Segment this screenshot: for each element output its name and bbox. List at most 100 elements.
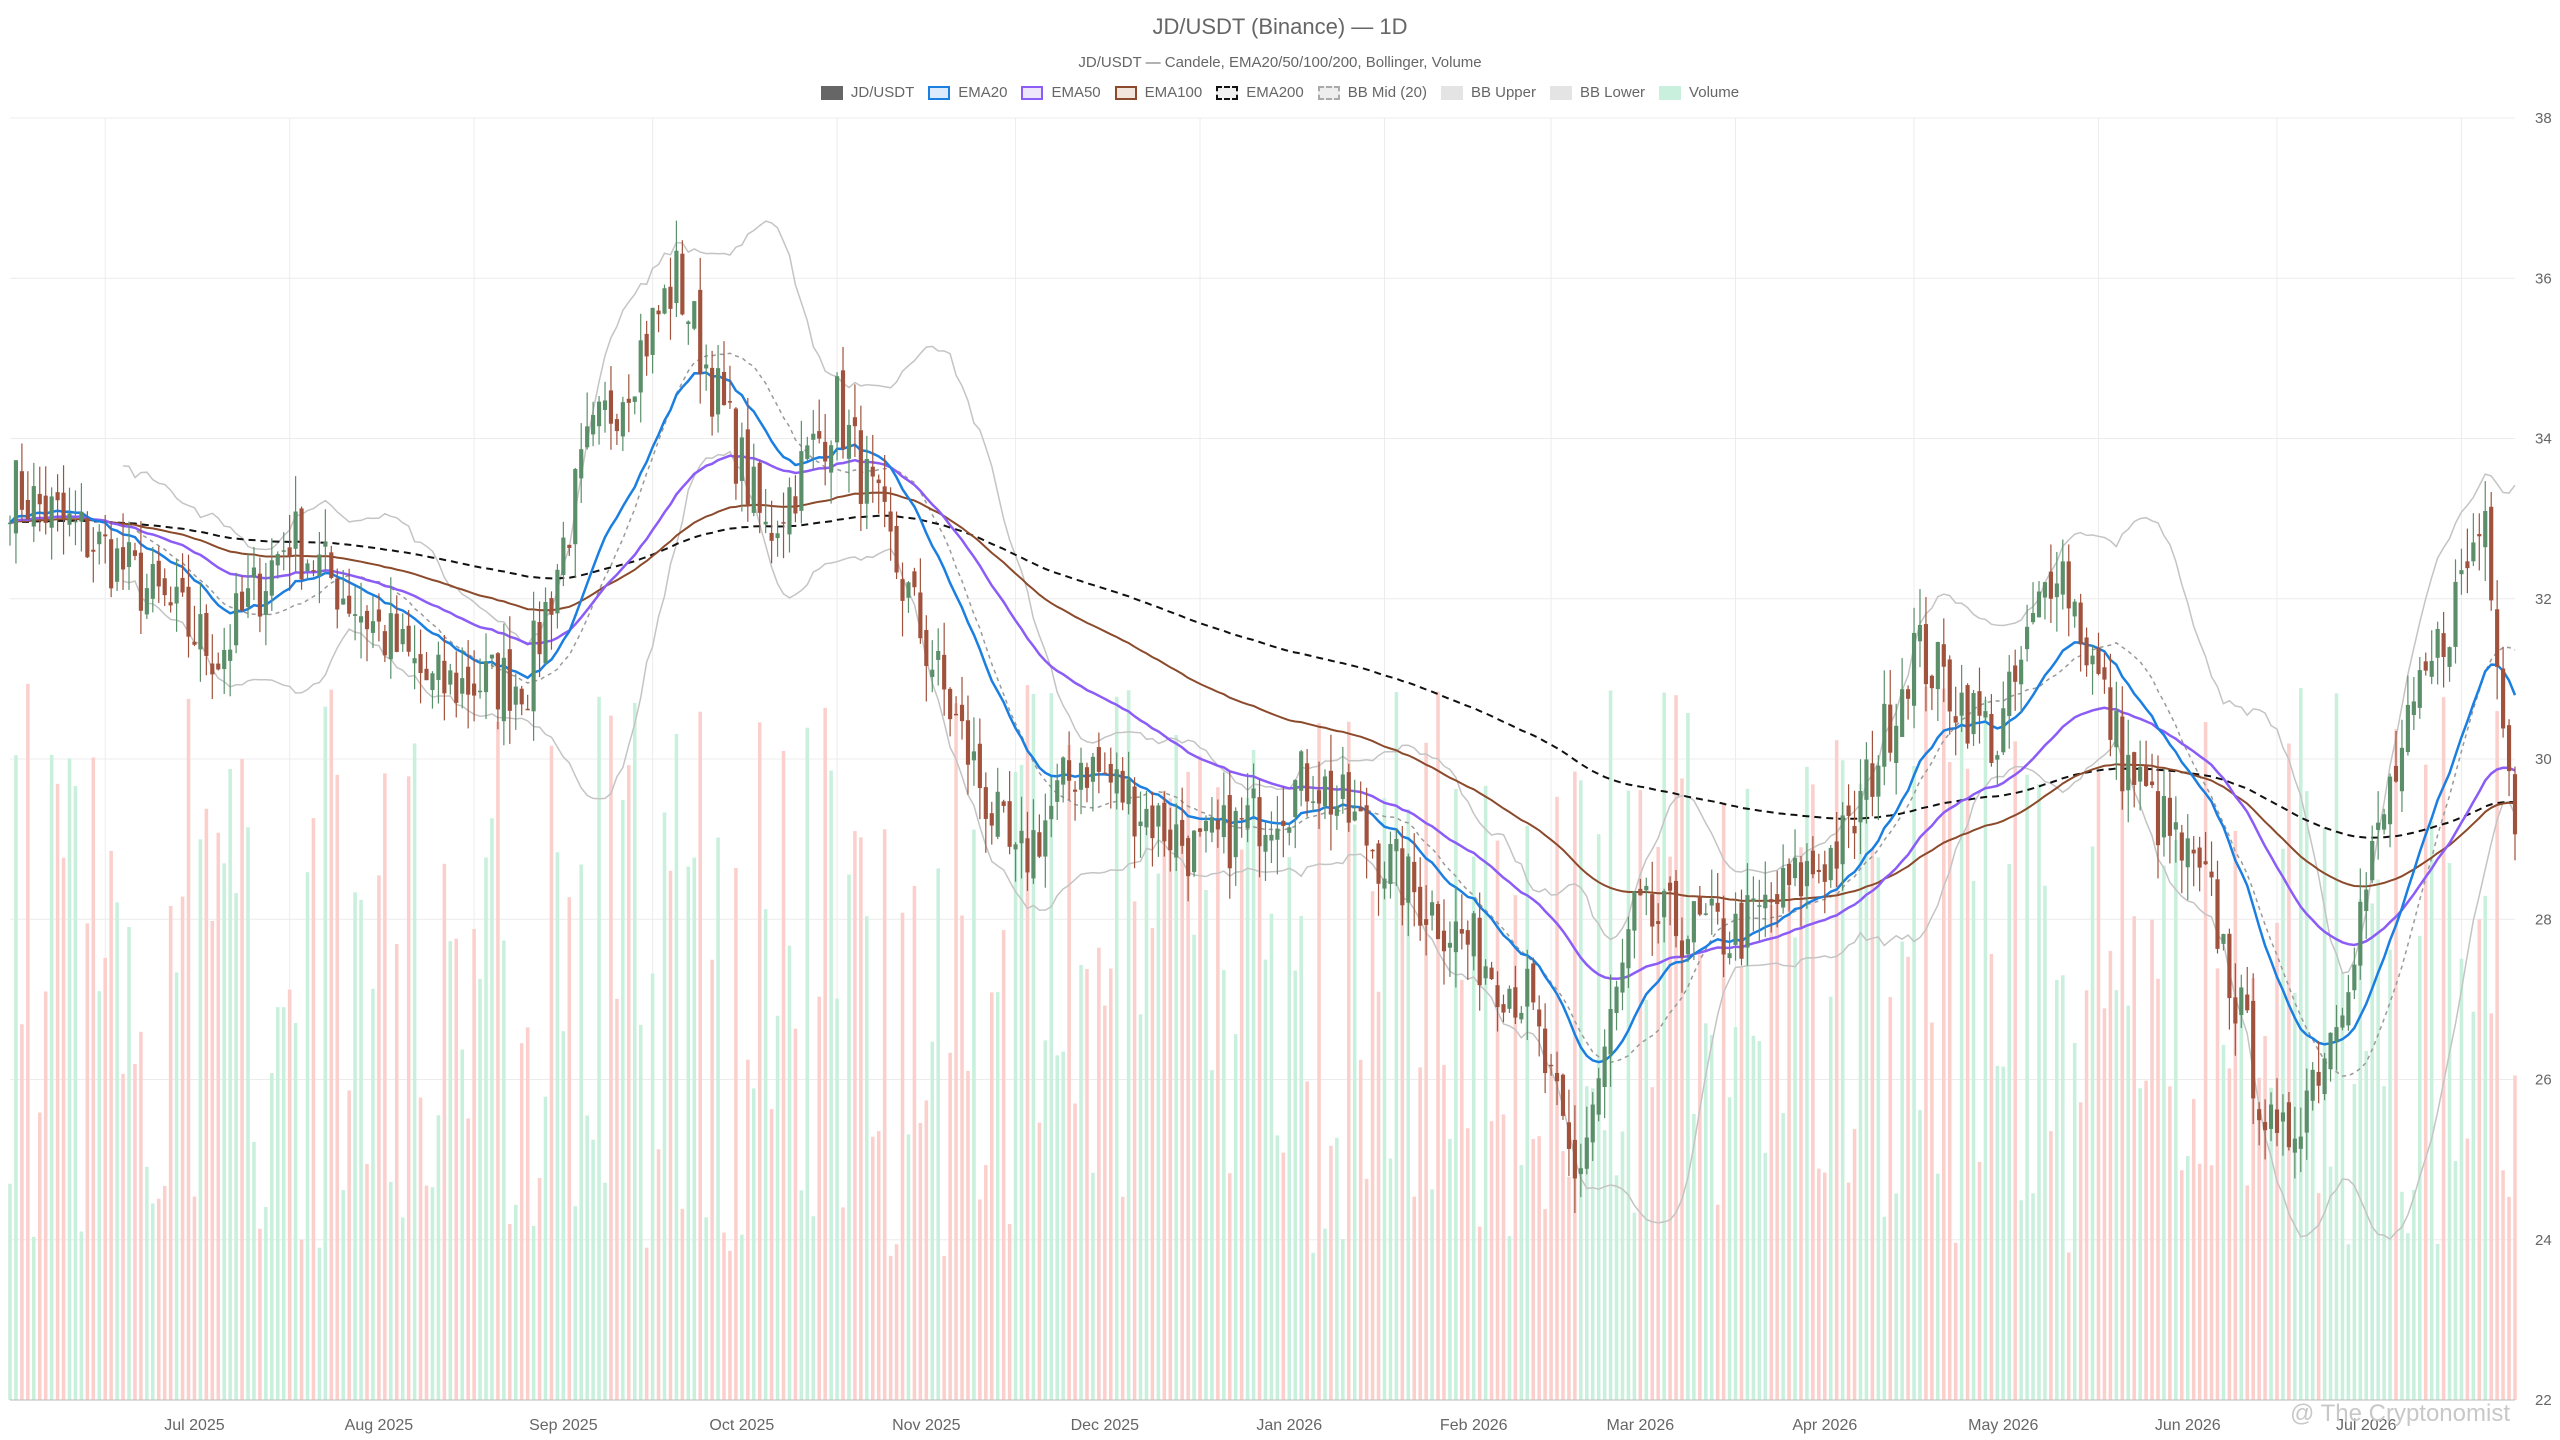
- volume-bar: [1799, 847, 1803, 1400]
- candle-body: [1852, 826, 1857, 834]
- volume-bar: [1686, 712, 1690, 1400]
- candle-body: [2376, 822, 2381, 830]
- volume-bar: [2209, 1165, 2214, 1400]
- volume-bar: [1507, 1236, 1512, 1400]
- volume-bar: [2388, 949, 2392, 1400]
- volume-bar: [793, 1028, 798, 1400]
- candle-body: [198, 614, 203, 650]
- legend-item: JD/USDT: [820, 84, 914, 101]
- candle-body: [1513, 987, 1518, 1018]
- candle-body: [763, 521, 768, 525]
- candle-body: [2078, 602, 2083, 645]
- volume-bar: [585, 1115, 589, 1400]
- candle-body: [186, 586, 191, 637]
- volume-bar: [1721, 802, 1726, 1400]
- candle-body: [2007, 671, 2012, 717]
- candle-body: [757, 462, 762, 513]
- volume-bar: [2400, 1191, 2404, 1400]
- candle-body: [2036, 591, 2042, 618]
- volume-bar: [2001, 1066, 2006, 1400]
- volume-bar: [615, 998, 619, 1400]
- volume-bar: [448, 941, 453, 1400]
- volume-bar: [853, 831, 857, 1400]
- legend-swatch: [1021, 85, 1044, 100]
- volume-bar: [906, 1134, 911, 1400]
- volume-bar: [1442, 1064, 1446, 1400]
- volume-bar: [1888, 997, 1893, 1400]
- y-tick-label: 38: [2535, 110, 2552, 127]
- candle-body: [2358, 901, 2363, 966]
- candle-body: [2161, 796, 2167, 838]
- candle-body: [1840, 815, 1845, 865]
- candle-body: [858, 430, 863, 504]
- volume-bar: [1585, 1086, 1589, 1400]
- volume-bar: [954, 703, 958, 1400]
- candle-body: [2084, 637, 2089, 666]
- candle-body: [376, 609, 381, 622]
- candle-body: [2280, 1112, 2286, 1122]
- volume-bar: [2227, 1068, 2232, 1400]
- legend-label: Volume: [1689, 84, 1740, 101]
- volume-bar: [1323, 1228, 1327, 1400]
- volume-bar: [2382, 1086, 2386, 1400]
- candle-body: [1757, 905, 1762, 907]
- legend-swatch: [1440, 85, 1463, 100]
- x-tick-label: Jan 2026: [1256, 1417, 1322, 1434]
- volume-bar: [1335, 1137, 1339, 1400]
- volume-bar: [1299, 916, 1303, 1400]
- candle-body: [2019, 659, 2024, 685]
- candle-body: [2304, 1090, 2309, 1133]
- volume-bar: [1305, 1081, 1309, 1400]
- volume-bar: [942, 1255, 946, 1400]
- volume-bar: [1001, 930, 1006, 1400]
- volume-bar: [924, 1100, 929, 1400]
- candle-body: [710, 367, 715, 417]
- candle-body: [977, 743, 982, 788]
- volume-bar: [2429, 821, 2434, 1400]
- volume-bar: [1346, 721, 1351, 1400]
- volume-bar: [406, 776, 411, 1400]
- volume-bar: [2370, 903, 2374, 1400]
- candle-body: [2257, 1109, 2262, 1121]
- volume-bar: [1198, 755, 1202, 1400]
- legend-label: BB Lower: [1580, 84, 1646, 101]
- volume-bar: [329, 689, 334, 1400]
- candle-body: [620, 402, 625, 437]
- candle-body: [775, 533, 780, 539]
- volume-bar: [751, 1088, 756, 1400]
- volume-bar: [1965, 768, 1970, 1400]
- volume-bar: [811, 1216, 816, 1400]
- candle-body: [817, 431, 822, 439]
- candle-body: [263, 591, 268, 615]
- volume-bar: [484, 857, 488, 1400]
- volume-bar: [37, 1112, 42, 1400]
- volume-bar: [1632, 1212, 1637, 1400]
- candle-body: [1911, 632, 1917, 706]
- volume-bar: [722, 1232, 726, 1400]
- candle-body: [299, 508, 304, 580]
- candle-body: [1989, 713, 1994, 763]
- volume-bar: [1846, 1182, 1851, 1400]
- volume-bar: [2418, 935, 2422, 1400]
- volume-bar: [1757, 1041, 1762, 1400]
- volume-bar: [2197, 1163, 2202, 1400]
- candle-body: [1305, 763, 1310, 802]
- volume-bar: [1043, 1040, 1048, 1400]
- volume-bar: [2299, 688, 2303, 1400]
- candle-body: [1965, 685, 1970, 744]
- candle-body: [126, 542, 132, 568]
- volume-bar: [1769, 904, 1774, 1400]
- volume-bar: [1418, 1067, 1422, 1400]
- candle-body: [2197, 847, 2202, 868]
- candle-body: [1870, 763, 1875, 797]
- candle-body: [73, 520, 78, 523]
- volume-bar: [61, 857, 66, 1400]
- legend-label: BB Upper: [1470, 84, 1536, 101]
- candle-body: [1465, 930, 1470, 945]
- volume-bar: [174, 972, 179, 1400]
- volume-bar: [198, 839, 203, 1400]
- candle-body: [507, 649, 512, 711]
- candle-body: [1435, 904, 1441, 940]
- volume-bar: [1245, 797, 1250, 1400]
- candle-body: [1614, 986, 1619, 1013]
